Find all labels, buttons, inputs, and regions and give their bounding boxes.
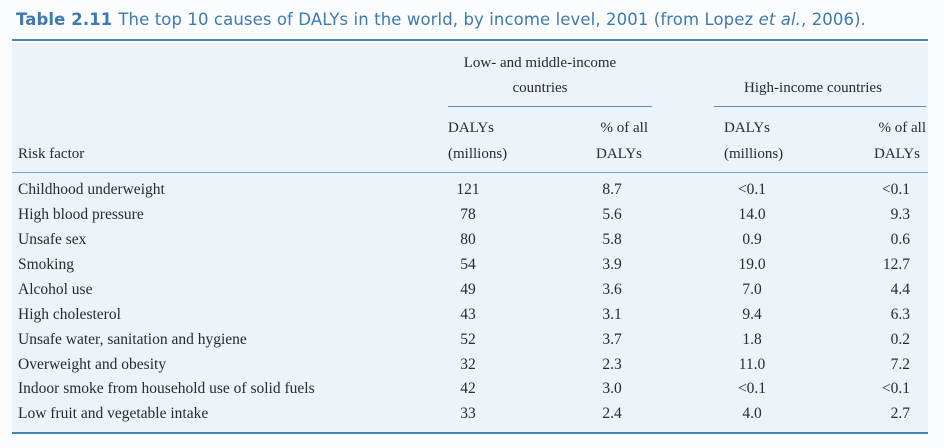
row-high-dalys: 4.0	[742, 405, 762, 422]
row-high-dalys: 0.9	[742, 231, 762, 248]
row-high-pct: 6.3	[890, 306, 910, 323]
table-row: Unsafe water, sanitation and hygiene 52 …	[12, 331, 928, 355]
row-low-pct: 2.3	[602, 356, 622, 373]
row-low-pct: 3.1	[602, 306, 622, 323]
row-risk-factor: Low fruit and vegetable intake	[18, 405, 209, 422]
row-high-dalys: 19.0	[738, 256, 766, 273]
column-header-high-dalys-line1: DALYs	[724, 120, 770, 136]
column-header-risk-factor: Risk factor	[18, 146, 85, 162]
row-low-pct: 8.7	[602, 181, 622, 198]
caption-text-before: The top 10 causes of DALYs in the world,…	[118, 10, 759, 29]
caption-text-after: , 2006).	[801, 10, 866, 29]
row-high-pct: <0.1	[881, 380, 910, 397]
table-row: Smoking 54 3.9 19.0 12.7	[12, 256, 928, 280]
row-low-dalys: 52	[460, 331, 476, 348]
group-header-low-line1: Low- and middle-income	[463, 55, 617, 71]
row-risk-factor: High cholesterol	[18, 306, 121, 323]
column-header-low-pct-line2: DALYs	[596, 146, 642, 162]
row-risk-factor: Overweight and obesity	[18, 356, 167, 373]
row-high-dalys: 1.8	[742, 331, 762, 348]
table-caption: Table 2.11 The top 10 causes of DALYs in …	[16, 10, 936, 29]
caption-label: Table 2.11	[16, 10, 113, 29]
row-low-pct: 3.0	[602, 380, 622, 397]
table-row: High blood pressure 78 5.6 14.0 9.3	[12, 206, 928, 230]
row-low-dalys: 43	[460, 306, 476, 323]
row-high-dalys: 14.0	[738, 206, 766, 223]
table-row: Overweight and obesity 32 2.3 11.0 7.2	[12, 356, 928, 380]
row-low-pct: 5.6	[602, 206, 622, 223]
group-header-high: High-income countries	[744, 80, 882, 96]
row-high-dalys: 9.4	[742, 306, 762, 323]
bottom-rule	[12, 432, 928, 434]
row-risk-factor: Smoking	[18, 256, 74, 273]
row-high-dalys: 11.0	[738, 356, 766, 373]
row-low-dalys: 33	[460, 405, 476, 422]
column-header-high-dalys-line2: (millions)	[724, 146, 784, 162]
row-low-dalys: 54	[460, 256, 476, 273]
table-row: Childhood underweight 121 8.7 <0.1 <0.1	[12, 181, 928, 205]
table-row: Low fruit and vegetable intake 33 2.4 4.…	[12, 405, 928, 429]
row-high-dalys: <0.1	[737, 380, 767, 397]
row-risk-factor: High blood pressure	[18, 206, 144, 223]
table-row: High cholesterol 43 3.1 9.4 6.3	[12, 306, 928, 330]
group-header-low-line2: countries	[512, 80, 568, 96]
table-panel	[12, 43, 928, 433]
row-low-pct: 2.4	[602, 405, 622, 422]
table-row: Unsafe sex 80 5.8 0.9 0.6	[12, 231, 928, 255]
column-header-high-pct-line1: % of all	[878, 120, 926, 136]
row-low-pct: 3.6	[602, 281, 622, 298]
row-high-pct: <0.1	[881, 181, 910, 198]
group-rule-high	[714, 106, 926, 107]
caption-text-italic: et al.	[758, 10, 802, 29]
row-low-dalys: 42	[460, 380, 476, 397]
column-header-low-dalys-line1: DALYs	[448, 120, 494, 136]
row-high-pct: 7.2	[890, 356, 910, 373]
row-low-pct: 5.8	[602, 231, 622, 248]
table-row: Indoor smoke from household use of solid…	[12, 380, 928, 404]
row-risk-factor: Unsafe water, sanitation and hygiene	[18, 331, 247, 348]
row-low-dalys: 78	[460, 206, 476, 223]
row-high-dalys: 7.0	[742, 281, 762, 298]
row-risk-factor: Childhood underweight	[18, 181, 165, 198]
row-high-pct: 0.2	[890, 331, 910, 348]
group-rule-low	[448, 106, 652, 107]
column-header-low-pct-line1: % of all	[600, 120, 648, 136]
table-row: Alcohol use 49 3.6 7.0 4.4	[12, 281, 928, 305]
row-low-dalys: 121	[456, 181, 480, 198]
row-low-dalys: 49	[460, 281, 476, 298]
column-header-high-pct-line2: DALYs	[874, 146, 920, 162]
top-rule	[12, 39, 928, 41]
row-high-pct: 2.7	[890, 405, 910, 422]
row-high-pct: 4.4	[890, 281, 910, 298]
header-rule	[12, 172, 928, 173]
column-header-low-dalys-line2: (millions)	[448, 146, 508, 162]
row-high-pct: 9.3	[890, 206, 910, 223]
row-high-pct: 0.6	[890, 231, 910, 248]
row-high-dalys: <0.1	[737, 181, 767, 198]
row-low-pct: 3.9	[602, 256, 622, 273]
row-high-pct: 12.7	[882, 256, 910, 273]
row-low-dalys: 32	[460, 356, 476, 373]
row-risk-factor: Unsafe sex	[18, 231, 87, 248]
row-risk-factor: Indoor smoke from household use of solid…	[18, 380, 315, 397]
row-risk-factor: Alcohol use	[18, 281, 93, 298]
row-low-dalys: 80	[460, 231, 476, 248]
row-low-pct: 3.7	[602, 331, 622, 348]
